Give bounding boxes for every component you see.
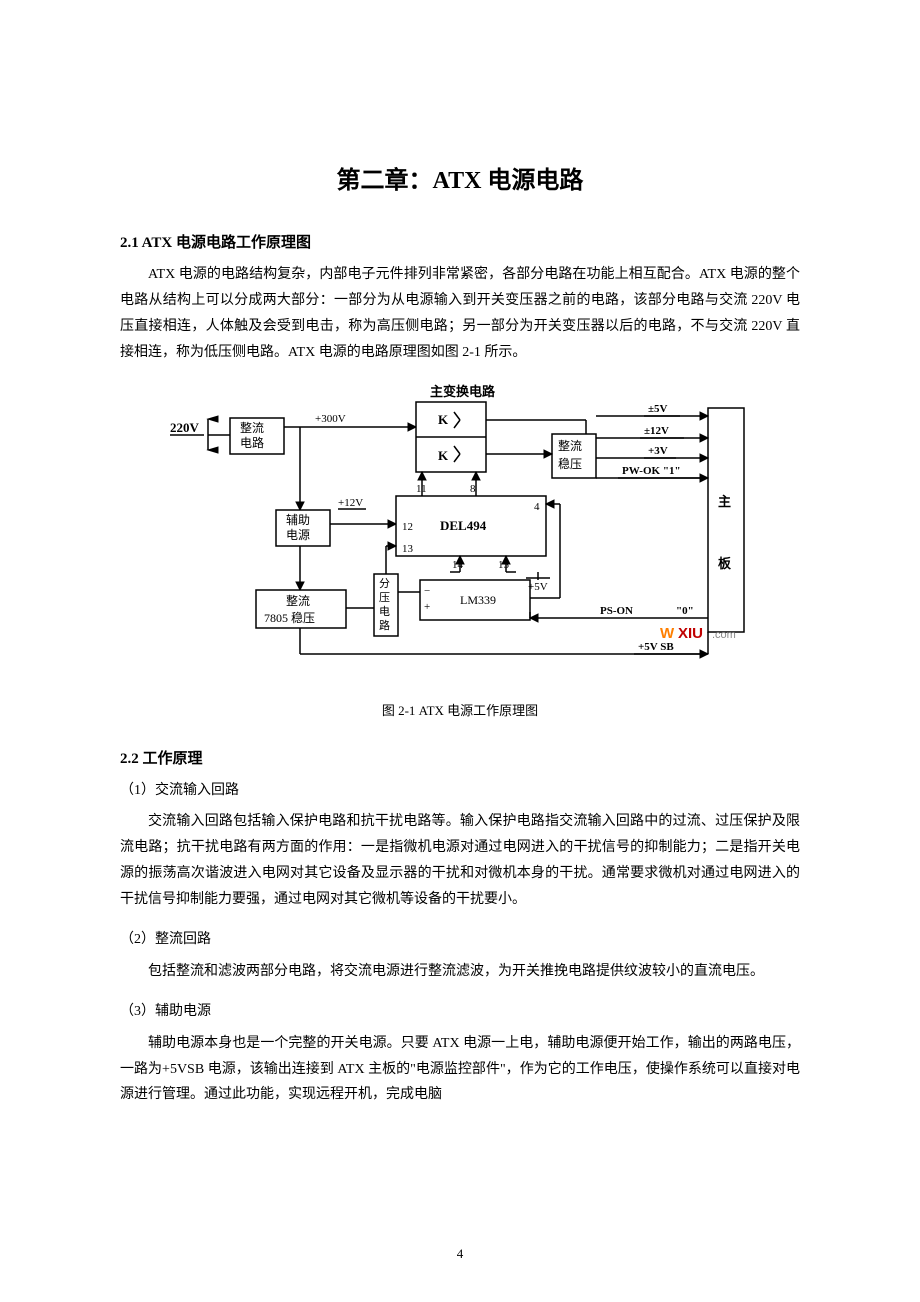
rect-reg-label-1: 整流	[558, 438, 582, 453]
aux-psu-label-line2: 电源	[286, 528, 310, 542]
pin13-label: 13	[402, 543, 414, 555]
rectifier-label-line1: 整流	[240, 420, 264, 435]
item-3-body: 辅助电源本身也是一个完整的开关电源。只要 ATX 电源一上电，辅助电源便开始工作…	[120, 1031, 800, 1109]
opamp-minus: −	[424, 585, 430, 597]
divider-label-2: 压	[379, 591, 390, 604]
watermark-text-2: XIU	[678, 625, 703, 642]
pw-ok-label: PW-OK "1"	[622, 465, 681, 477]
lm339-label: LM339	[460, 593, 496, 607]
switch-k-bottom: K	[438, 448, 449, 463]
figure-2-1-diagram: 主变换电路 220V 整流 电路 +300V K K	[160, 382, 760, 682]
rectifier-label-line2: 电路	[240, 435, 264, 450]
rect-reg-label-2: 稳压	[558, 456, 582, 471]
pin12-label: 12	[402, 521, 413, 533]
switch-k-top: K	[438, 412, 449, 427]
section-2-1-heading: 2.1 ATX 电源电路工作原理图	[120, 231, 800, 252]
divider-label-1: 分	[379, 577, 390, 590]
atx-block-diagram: 主变换电路 220V 整流 电路 +300V K K	[160, 382, 760, 682]
del494-label: DEL494	[440, 518, 487, 533]
motherboard-label-2: 板	[718, 556, 732, 571]
item-1-title: （1）交流输入回路	[120, 778, 800, 804]
watermark-text-1: W	[660, 625, 675, 642]
pin11-label: 11	[416, 483, 427, 495]
plus5v-label: +5V	[528, 581, 548, 593]
plus5vsb-label: +5V SB	[638, 641, 674, 653]
chapter-title: 第二章：ATX 电源电路	[120, 160, 800, 195]
opamp-plus: +	[424, 601, 430, 613]
pin15-label: 15	[498, 559, 510, 571]
item-1-body: 交流输入回路包括输入保护电路和抗干扰电路等。输入保护电路指交流输入回路中的过流、…	[120, 809, 800, 913]
diagram-title: 主变换电路	[430, 384, 496, 399]
section-2-2-heading: 2.2 工作原理	[120, 747, 800, 768]
item-2-title: （2）整流回路	[120, 927, 800, 953]
pin4-label: 4	[534, 501, 540, 513]
aux-psu-label-line1: 辅助	[286, 513, 310, 527]
page-number: 4	[0, 1246, 920, 1262]
section-2-1-paragraph: ATX 电源的电路结构复杂，内部电子元件排列非常紧密，各部分电路在功能上相互配合…	[120, 262, 800, 366]
page: 第二章：ATX 电源电路 2.1 ATX 电源电路工作原理图 ATX 电源的电路…	[0, 0, 920, 1302]
divider-label-3: 电	[379, 605, 390, 618]
out-3v-label: +3V	[648, 445, 668, 457]
motherboard-label-1: 主	[718, 494, 731, 509]
watermark-text-3: .com	[712, 629, 736, 641]
out-12v-label: ±12V	[644, 425, 669, 437]
plus300v-label: +300V	[315, 413, 346, 425]
zero-label: "0"	[676, 605, 694, 617]
item-3-title: （3）辅助电源	[120, 999, 800, 1025]
ac-220v-label: 220V	[170, 420, 200, 435]
ps-on-label: PS-ON	[600, 605, 633, 617]
out-5v-label: ±5V	[648, 403, 668, 415]
item-2-body: 包括整流和滤波两部分电路，将交流电源进行整流滤波，为开关推挽电路提供纹波较小的直…	[120, 959, 800, 985]
reg7805-label-line2: 7805 稳压	[264, 610, 315, 625]
figure-2-1-caption: 图 2-1 ATX 电源工作原理图	[120, 700, 800, 719]
plus12v-label: +12V	[338, 497, 363, 509]
reg7805-label-line1: 整流	[286, 593, 310, 608]
divider-label-4: 路	[379, 619, 390, 632]
pin14-label: 14	[452, 559, 464, 571]
pin8-label: 8	[470, 483, 476, 495]
